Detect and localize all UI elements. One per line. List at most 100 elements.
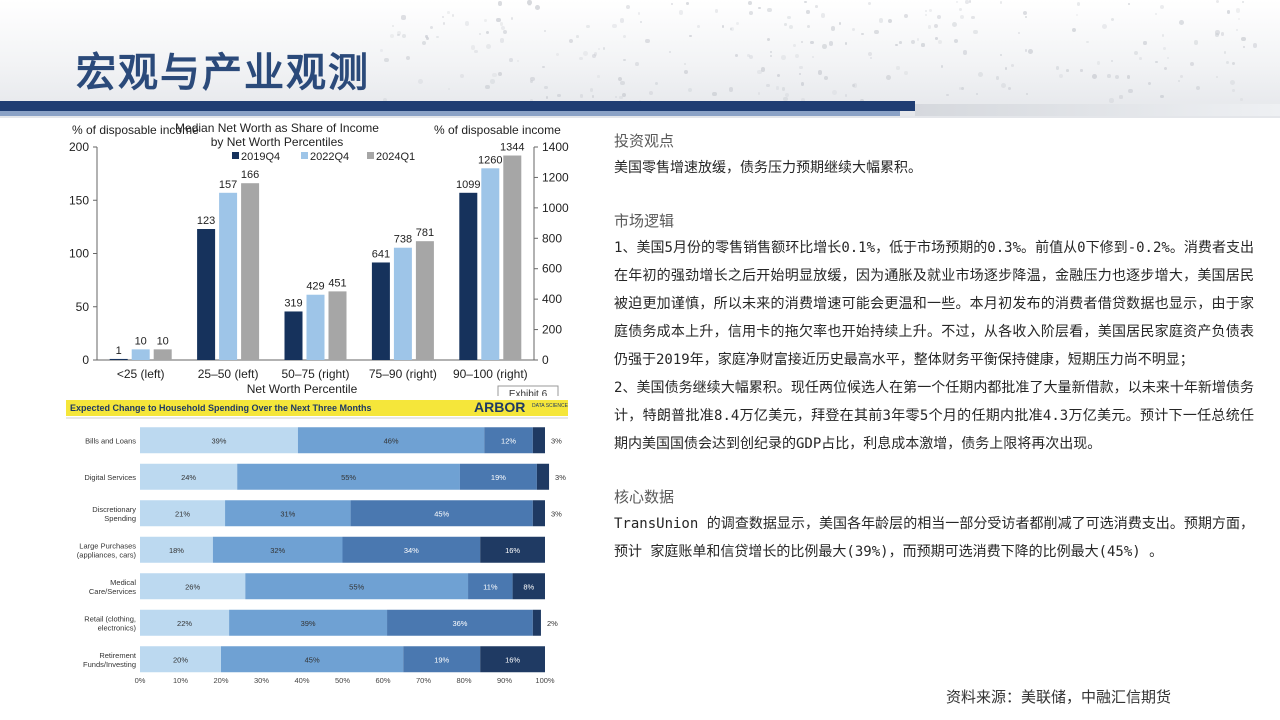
left-tick-label: 0 xyxy=(82,353,89,367)
logo-text: ARBOR xyxy=(474,399,525,415)
stack-segment xyxy=(140,463,238,490)
stack-segment xyxy=(532,609,541,636)
segment-value-label: 11% xyxy=(483,582,498,591)
logo-subtext: DATA SCIENCE xyxy=(532,403,569,409)
segment-value-label: 45% xyxy=(305,655,320,664)
segment-value-label: 55% xyxy=(349,582,364,591)
net-worth-chart: % of disposable income % of disposable in… xyxy=(62,120,572,401)
segment-value-label: 3% xyxy=(551,436,562,445)
bar-value-label: 1260 xyxy=(478,154,502,166)
stack-segment xyxy=(403,646,481,673)
segment-value-label: 21% xyxy=(175,509,190,518)
bar xyxy=(306,294,325,360)
stack-segment xyxy=(221,646,404,673)
bar xyxy=(197,229,216,360)
legend-label: 2019Q4 xyxy=(241,151,280,163)
row-label: Digital Services xyxy=(84,473,136,482)
x-tick-label: 0% xyxy=(135,676,146,685)
segment-value-label: 3% xyxy=(555,473,566,482)
stack-segment xyxy=(480,536,545,563)
bar-value-label: 1099 xyxy=(456,179,480,191)
section-title-core-data: 核心数据 xyxy=(614,488,675,506)
right-tick-label: 400 xyxy=(542,292,562,306)
row-label: Funds/Investing xyxy=(83,660,136,669)
spending-change-chart: Expected Change to Household Spending Ov… xyxy=(62,396,572,688)
stack-segment xyxy=(140,427,298,454)
stack-segment xyxy=(480,646,545,673)
x-tick-label: 25–50 (left) xyxy=(198,367,259,381)
section-body-logic-1: 1、美国5月份的零售销售额环比增长0.1%，低于市场预期的0.3%。前值从0下修… xyxy=(614,240,1254,368)
right-tick-label: 1200 xyxy=(542,170,569,184)
world-map-decoration xyxy=(380,0,1280,115)
bar-value-label: 157 xyxy=(219,179,237,191)
segment-value-label: 2% xyxy=(547,619,558,628)
segment-value-label: 55% xyxy=(341,473,356,482)
bar-value-label: 10 xyxy=(157,335,169,347)
x-tick-label: 50% xyxy=(335,676,350,685)
spending-change-chart-svg: Expected Change to Household Spending Ov… xyxy=(66,399,569,685)
row-label: Large Purchases xyxy=(79,541,136,550)
page-title: 宏观与产业观测 xyxy=(76,49,370,96)
segment-value-label: 19% xyxy=(491,473,506,482)
x-tick-label: 40% xyxy=(294,676,309,685)
right-axis-label: % of disposable income xyxy=(434,123,561,137)
row-label: Spending xyxy=(104,514,136,523)
row-label: Medical xyxy=(110,578,136,587)
section-body-logic-2: 2、美国债务继续大幅累积。现任两位候选人在第一个任期内都批准了大量新借款，以未来… xyxy=(614,380,1254,452)
left-axis-label: % of disposable income xyxy=(72,123,199,137)
bar xyxy=(481,168,500,360)
stack-segment xyxy=(350,500,533,527)
section-title-view: 投资观点 xyxy=(614,132,675,150)
row-label: Discretionary xyxy=(92,505,136,514)
bar-value-label: 738 xyxy=(394,234,412,246)
segment-value-label: 45% xyxy=(434,509,449,518)
segment-value-label: 31% xyxy=(280,509,295,518)
bar xyxy=(328,291,347,360)
x-tick-label: 30% xyxy=(254,676,269,685)
bar-value-label: 166 xyxy=(241,169,259,181)
bar-value-label: 10 xyxy=(135,335,147,347)
x-axis-label: Net Worth Percentile xyxy=(247,382,358,396)
section-body-view: 美国零售增速放缓，债务压力预期继续大幅累积。 xyxy=(614,160,922,176)
x-tick-label: 100% xyxy=(535,676,555,685)
bar xyxy=(241,183,260,360)
legend-swatch xyxy=(367,152,374,159)
left-tick-label: 100 xyxy=(69,247,89,261)
segment-value-label: 16% xyxy=(505,546,520,555)
right-tick-label: 800 xyxy=(542,231,562,245)
x-tick-label: 10% xyxy=(173,676,188,685)
bar xyxy=(371,262,390,360)
legend-swatch xyxy=(301,152,308,159)
left-tick-label: 150 xyxy=(69,193,89,207)
x-tick-label: 90% xyxy=(497,676,512,685)
bar-value-label: 123 xyxy=(197,215,215,227)
legend-label: 2022Q4 xyxy=(310,151,349,163)
segment-value-label: 34% xyxy=(404,546,419,555)
exhibit-label: Exhibit 6 xyxy=(509,389,548,400)
stack-segment xyxy=(484,427,533,454)
stack-segment xyxy=(140,573,246,600)
x-tick-label: 75–90 (right) xyxy=(369,367,437,381)
title-underline-bar xyxy=(0,101,915,111)
segment-value-label: 39% xyxy=(211,436,226,445)
right-tick-label: 0 xyxy=(542,353,549,367)
right-tick-label: 600 xyxy=(542,262,562,276)
stack-segment xyxy=(512,573,545,600)
header-right-strip xyxy=(915,104,1280,116)
bar-value-label: 319 xyxy=(284,297,302,309)
left-tick-label: 200 xyxy=(69,140,89,154)
chart-title: Expected Change to Household Spending Ov… xyxy=(70,403,372,413)
bar xyxy=(131,349,150,360)
stack-segment xyxy=(468,573,513,600)
stack-segment xyxy=(297,427,485,454)
title-underline-accent xyxy=(0,111,900,116)
bar xyxy=(219,192,238,360)
row-label: Care/Services xyxy=(89,587,136,596)
x-tick-label: 20% xyxy=(213,676,228,685)
bar xyxy=(459,192,478,360)
section-body-core-data: TransUnion 的调查数据显示，美国各年龄层的相当一部分受访者都削减了可选… xyxy=(614,516,1254,560)
row-label: electronics) xyxy=(98,623,137,632)
x-tick-label: 80% xyxy=(456,676,471,685)
right-tick-label: 1000 xyxy=(542,201,569,215)
bar-value-label: 781 xyxy=(416,227,434,239)
